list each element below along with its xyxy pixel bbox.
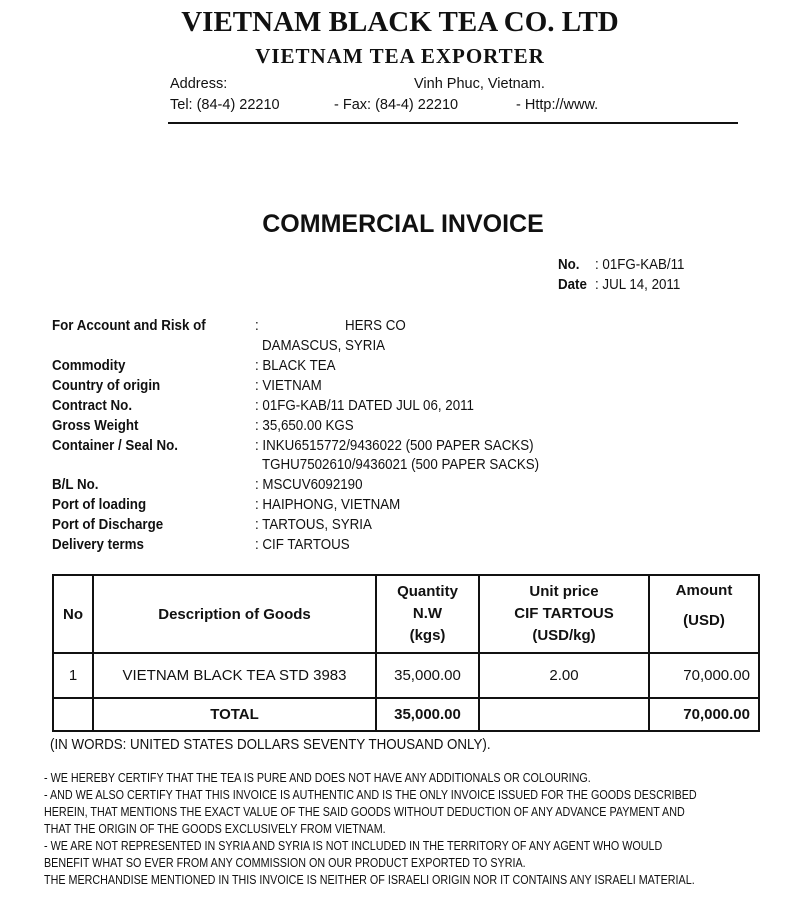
address: Vinh Phuc, Vietnam. bbox=[414, 76, 545, 92]
field-label: Port of Discharge bbox=[52, 517, 164, 533]
header-unit-price: Unit price CIF TARTOUS (USD/kg) bbox=[478, 574, 650, 654]
header-amount: Amount (USD) bbox=[648, 574, 760, 654]
certification-line: THE MERCHANDISE MENTIONED IN THIS INVOIC… bbox=[44, 873, 695, 887]
field-value: : MSCUV6092190 bbox=[255, 477, 363, 493]
invoice-date-label: Date bbox=[558, 277, 587, 293]
tel: Tel: (84-4) 22210 bbox=[170, 97, 280, 113]
header-text: Unit price bbox=[529, 583, 599, 600]
goods-table: No Description of Goods Quantity N.W (kgs)… bbox=[52, 574, 760, 732]
total-row: TOTAL 35,000.00 70,000.00 bbox=[52, 697, 760, 732]
field-value: : VIETNAM bbox=[255, 378, 322, 394]
field-label: Port of loading bbox=[52, 497, 147, 513]
certification-line: - WE HEREBY CERTIFY THAT THE TEA IS PURE… bbox=[44, 771, 591, 785]
header-description: Description of Goods bbox=[92, 574, 377, 654]
amount-in-words: (IN WORDS: UNITED STATES DOLLARS SEVENTY… bbox=[50, 737, 491, 753]
consignee-city: DAMASCUS, SYRIA bbox=[262, 338, 386, 354]
address-label: Address: bbox=[170, 76, 228, 92]
invoice-no-label: No. bbox=[558, 257, 580, 273]
total-quantity: 35,000.00 bbox=[375, 697, 480, 732]
consignee-name: HERS CO bbox=[345, 318, 406, 334]
website: - Http://www. bbox=[516, 97, 599, 113]
cell-description: VIETNAM BLACK TEA STD 3983 bbox=[92, 652, 377, 699]
certification-line: - AND WE ALSO CERTIFY THAT THIS INVOICE … bbox=[44, 788, 697, 802]
field-label: For Account and Risk of bbox=[52, 318, 206, 334]
certification-line: - WE ARE NOT REPRESENTED IN SYRIA AND SY… bbox=[44, 839, 663, 853]
field-value: : HAIPHONG, VIETNAM bbox=[255, 497, 401, 513]
certification-line: THAT THE ORIGIN OF THE GOODS EXCLUSIVELY… bbox=[44, 822, 386, 836]
header-text: N.W bbox=[412, 605, 443, 622]
field-label: Container / Seal No. bbox=[52, 438, 179, 454]
company-subtitle: VIETNAM TEA EXPORTER bbox=[255, 44, 545, 68]
document-title: COMMERCIAL INVOICE bbox=[262, 210, 544, 238]
header-quantity: Quantity N.W (kgs) bbox=[375, 574, 480, 654]
header-text: (USD/kg) bbox=[532, 627, 596, 644]
field-value: : 01FG-KAB/11 DATED JUL 06, 2011 bbox=[255, 398, 474, 414]
field-label: Contract No. bbox=[52, 398, 133, 414]
invoice-no: : 01FG-KAB/11 bbox=[595, 257, 685, 273]
header-text: (USD) bbox=[683, 612, 725, 629]
field-value: : TARTOUS, SYRIA bbox=[255, 517, 372, 533]
header-text: Amount bbox=[675, 582, 733, 599]
certification-line: HEREIN, THAT MENTIONS THE EXACT VALUE OF… bbox=[44, 805, 685, 819]
field-label: Commodity bbox=[52, 358, 126, 374]
cell-amount: 70,000.00 bbox=[648, 652, 760, 699]
field-value: : CIF TARTOUS bbox=[255, 537, 350, 553]
field-label: Gross Weight bbox=[52, 418, 139, 434]
header-no: No bbox=[52, 574, 94, 654]
field-value: : bbox=[255, 318, 259, 334]
fax: - Fax: (84-4) 22210 bbox=[334, 97, 459, 113]
field-value-line2: TGHU7502610/9436021 (500 PAPER SACKS) bbox=[262, 457, 540, 473]
company-name: VIETNAM BLACK TEA CO. LTD bbox=[181, 6, 619, 38]
total-label: TOTAL bbox=[92, 697, 377, 732]
header-text: CIF TARTOUS bbox=[514, 605, 614, 622]
field-value: : INKU6515772/9436022 (500 PAPER SACKS) bbox=[255, 438, 534, 454]
header-text: Quantity bbox=[397, 583, 458, 600]
field-label: B/L No. bbox=[52, 477, 99, 493]
header-text: (kgs) bbox=[409, 627, 446, 644]
cell-empty bbox=[478, 697, 650, 732]
field-value: : 35,650.00 KGS bbox=[255, 418, 354, 434]
invoice-date: : JUL 14, 2011 bbox=[595, 277, 681, 293]
cell-unit-price: 2.00 bbox=[478, 652, 650, 699]
cell-quantity: 35,000.00 bbox=[375, 652, 480, 699]
table-row: 1 VIETNAM BLACK TEA STD 3983 35,000.00 2… bbox=[52, 652, 760, 699]
header-divider bbox=[168, 122, 738, 124]
certification-line: BENEFIT WHAT SO EVER FROM ANY COMMISSION… bbox=[44, 856, 526, 870]
table-header-row: No Description of Goods Quantity N.W (kgs)… bbox=[52, 574, 760, 654]
cell-no: 1 bbox=[52, 652, 94, 699]
field-label: Delivery terms bbox=[52, 537, 144, 553]
field-value: : BLACK TEA bbox=[255, 358, 336, 374]
cell-empty bbox=[52, 697, 94, 732]
field-label: Country of origin bbox=[52, 378, 161, 394]
total-amount: 70,000.00 bbox=[648, 697, 760, 732]
